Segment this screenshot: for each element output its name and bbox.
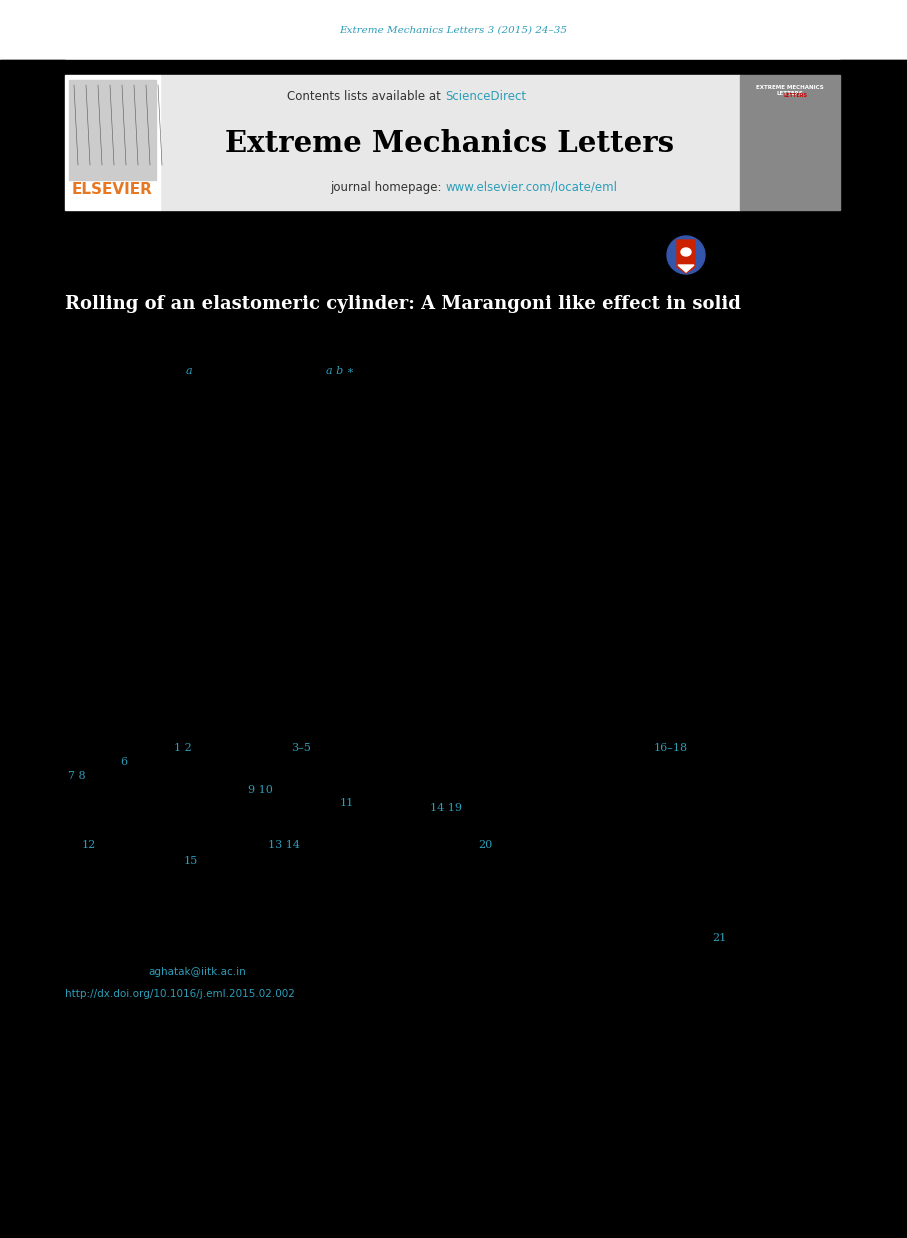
Text: LETTERS: LETTERS — [783, 93, 807, 98]
Text: aghatak@iitk.ac.in: aghatak@iitk.ac.in — [148, 967, 246, 977]
Text: 14 19: 14 19 — [430, 803, 462, 813]
Text: 9 10: 9 10 — [248, 785, 273, 795]
Text: Extreme Mechanics Letters: Extreme Mechanics Letters — [226, 129, 675, 157]
Bar — [0, 59, 65, 210]
Text: 6: 6 — [120, 756, 127, 768]
Text: Extreme Mechanics Letters 3 (2015) 24–35: Extreme Mechanics Letters 3 (2015) 24–35 — [339, 26, 568, 35]
Text: 1 2: 1 2 — [174, 743, 191, 753]
Polygon shape — [678, 265, 694, 272]
Text: journal homepage:: journal homepage: — [330, 181, 445, 193]
Text: 12: 12 — [82, 841, 96, 851]
Text: 16–18: 16–18 — [654, 743, 688, 753]
Text: www.elsevier.com/locate/eml: www.elsevier.com/locate/eml — [445, 181, 617, 193]
Text: a b ∗: a b ∗ — [326, 366, 355, 376]
Bar — [0, 0, 907, 59]
Text: http://dx.doi.org/10.1016/j.eml.2015.02.002: http://dx.doi.org/10.1016/j.eml.2015.02.… — [65, 989, 295, 999]
Text: 7 8: 7 8 — [68, 771, 85, 781]
Text: 11: 11 — [340, 799, 355, 808]
Bar — [0, 210, 907, 1238]
Text: ELSEVIER: ELSEVIER — [72, 182, 153, 198]
Bar — [840, 59, 907, 210]
Text: 21: 21 — [712, 933, 727, 943]
Text: 13 14: 13 14 — [268, 841, 300, 851]
Text: 15: 15 — [184, 855, 199, 867]
Polygon shape — [677, 240, 695, 274]
Text: EXTREME MECHANICS
LETTERS: EXTREME MECHANICS LETTERS — [756, 85, 824, 95]
Text: ScienceDirect: ScienceDirect — [445, 90, 526, 104]
Bar — [160, 76, 740, 210]
Bar — [740, 76, 840, 210]
Text: Contents lists available at: Contents lists available at — [288, 90, 445, 104]
Text: 3–5: 3–5 — [291, 743, 311, 753]
Bar — [69, 80, 156, 180]
Ellipse shape — [667, 236, 705, 274]
Text: a: a — [186, 366, 192, 376]
Text: Rolling of an elastomeric cylinder: A Marangoni like effect in solid: Rolling of an elastomeric cylinder: A Ma… — [65, 295, 741, 313]
Bar — [65, 76, 160, 210]
Ellipse shape — [681, 248, 691, 256]
Text: 20: 20 — [478, 841, 493, 851]
Bar — [0, 59, 907, 90]
